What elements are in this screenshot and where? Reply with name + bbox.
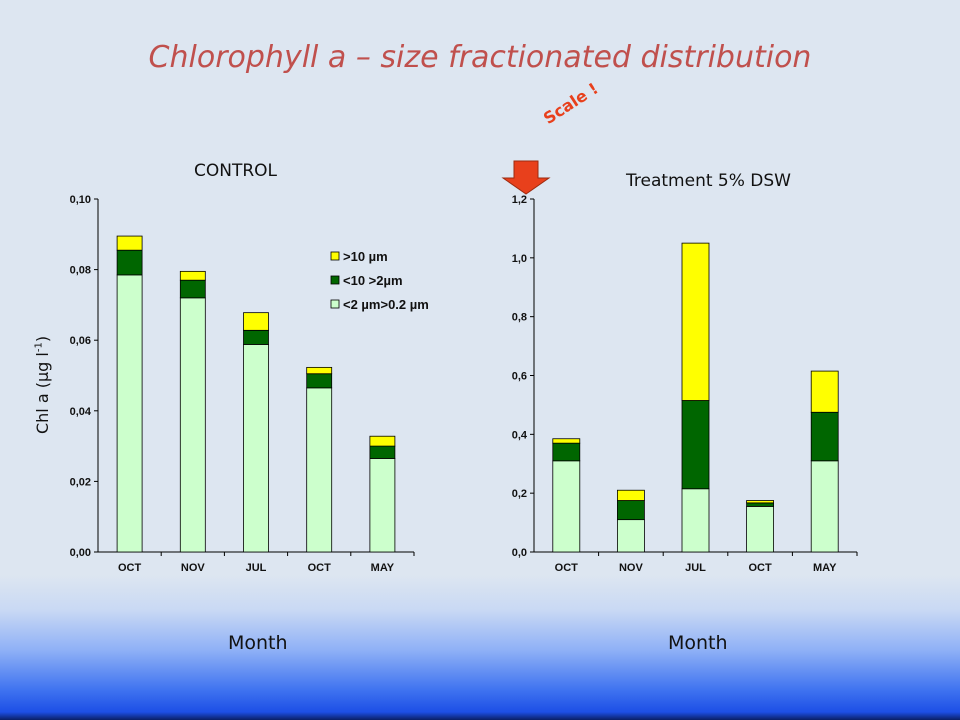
control-y-tick-label: 0,02 [70,476,91,488]
treatment-x-tick-label: MAY [813,562,837,574]
treatment-bar-medium-fraction [552,442,581,462]
control-legend-label: <10 >2µm [343,273,403,288]
control-legend-label: >10 µm [343,249,388,264]
control-x-tick-label: OCT [118,562,142,574]
treatment-bar-medium-fraction [681,400,710,490]
control-bar-large-fraction [116,235,143,251]
treatment-bar-small-fraction [552,460,581,553]
treatment-bar-medium-fraction [746,502,774,507]
control-bar-small-fraction [306,387,333,553]
treatment-x-tick-label: OCT [555,562,579,574]
treatment-y-tick-label: 1,0 [512,253,527,265]
control-x-tick-label: OCT [308,562,332,574]
treatment-y-tick-label: 0,8 [512,312,527,324]
treatment-bar-small-fraction [746,506,774,553]
treatment-bar-large-fraction [681,242,710,401]
control-legend-swatch [330,251,340,261]
control-x-tick-label: JUL [246,562,267,574]
control-y-tick-label: 0,08 [70,265,91,277]
treatment-y-tick-label: 1,2 [512,194,527,206]
control-bar-large-fraction [179,270,206,281]
control-bar-large-fraction [243,312,269,331]
treatment-y-tick-label: 0,4 [512,429,528,441]
treatment-x-tick-label: JUL [685,562,706,574]
treatment-bar-small-fraction [617,519,645,553]
treatment-y-tick-label: 0,2 [512,488,527,500]
control-y-tick-label: 0,04 [70,406,92,418]
treatment-bar-medium-fraction [810,411,839,462]
slide-title: Chlorophyll a – size fractionated distri… [148,40,812,75]
treatment-y-tick-label: 0,0 [512,547,527,559]
control-y-tick-label: 0,00 [70,547,91,559]
control-y-tick-label: 0,10 [70,194,91,206]
control-bar-large-fraction [369,435,396,447]
control-chart-title: CONTROL [194,161,278,181]
control-legend-swatch [330,299,340,309]
treatment-bar-large-fraction [617,489,645,501]
control-bar-small-fraction [243,344,269,553]
control-legend-label: <2 µm>0.2 µm [343,297,429,312]
treatment-bar-medium-fraction [617,500,645,521]
control-bar-medium-fraction [116,249,143,276]
treatment-x-tick-label: NOV [619,562,644,574]
treatment-chart-title: Treatment 5% DSW [626,171,791,191]
control-y-tick-label: 0,06 [70,335,91,347]
control-x-tick-label: MAY [371,562,395,574]
treatment-bar-large-fraction [810,370,839,413]
treatment-bar-large-fraction [552,438,581,444]
treatment-bar-small-fraction [681,488,710,553]
control-bar-small-fraction [369,458,396,553]
treatment-y-tick-label: 0,6 [512,371,527,383]
treatment-bar-small-fraction [810,460,839,553]
control-bar-small-fraction [116,274,143,553]
control-legend-swatch [330,275,340,285]
x-axis-label-left: Month [228,632,288,654]
treatment-x-tick-label: OCT [748,562,772,574]
control-bar-large-fraction [306,366,333,375]
treatment-bar-large-fraction [746,500,774,504]
control-x-tick-label: NOV [181,562,206,574]
x-axis-label-right: Month [668,632,728,654]
